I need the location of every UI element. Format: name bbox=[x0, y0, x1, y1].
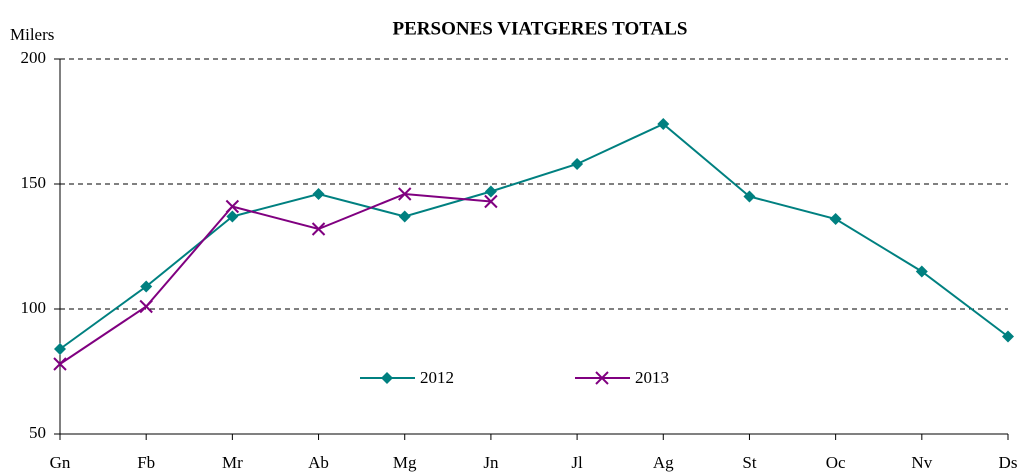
x-tick-label: Mr bbox=[222, 453, 243, 472]
marker bbox=[484, 185, 497, 198]
marker bbox=[225, 199, 240, 214]
x-tick-label: Fb bbox=[137, 453, 155, 472]
marker bbox=[226, 210, 239, 223]
x-tick-label: Ab bbox=[308, 453, 329, 472]
series-line bbox=[59, 122, 1009, 350]
x-tick-label: Mg bbox=[393, 453, 417, 472]
x-tick-label: Ds bbox=[999, 453, 1018, 472]
x-tick-label: Nv bbox=[911, 453, 932, 472]
y-tick-label: 200 bbox=[21, 48, 47, 67]
x-tick-label: Jn bbox=[483, 453, 499, 472]
marker bbox=[743, 190, 756, 203]
marker bbox=[140, 280, 153, 293]
y-tick-label: 150 bbox=[21, 173, 47, 192]
x-tick-label: Oc bbox=[826, 453, 846, 472]
legend-label: 2012 bbox=[420, 368, 454, 387]
marker bbox=[398, 210, 411, 223]
marker bbox=[595, 371, 609, 385]
marker bbox=[1002, 330, 1014, 343]
chart-title: PERSONES VIATGERES TOTALS bbox=[393, 18, 688, 39]
marker bbox=[311, 222, 326, 236]
y-tick-label: 100 bbox=[21, 298, 47, 317]
marker bbox=[829, 213, 842, 225]
marker bbox=[53, 357, 67, 371]
legend-label: 2013 bbox=[635, 368, 669, 387]
marker bbox=[139, 299, 153, 314]
x-tick-label: St bbox=[742, 453, 756, 472]
y-axis-label: Milers bbox=[10, 25, 54, 44]
marker bbox=[657, 118, 670, 130]
marker bbox=[484, 194, 498, 209]
marker bbox=[398, 187, 412, 201]
marker bbox=[312, 188, 325, 200]
marker bbox=[381, 372, 393, 384]
marker bbox=[54, 343, 66, 355]
x-tick-label: Jl bbox=[571, 453, 583, 472]
x-tick-label: Ag bbox=[653, 453, 674, 472]
marker bbox=[915, 265, 928, 278]
x-tick-label: Gn bbox=[50, 453, 71, 472]
series-line bbox=[59, 192, 491, 365]
marker bbox=[571, 158, 584, 170]
y-tick-label: 50 bbox=[29, 423, 46, 442]
